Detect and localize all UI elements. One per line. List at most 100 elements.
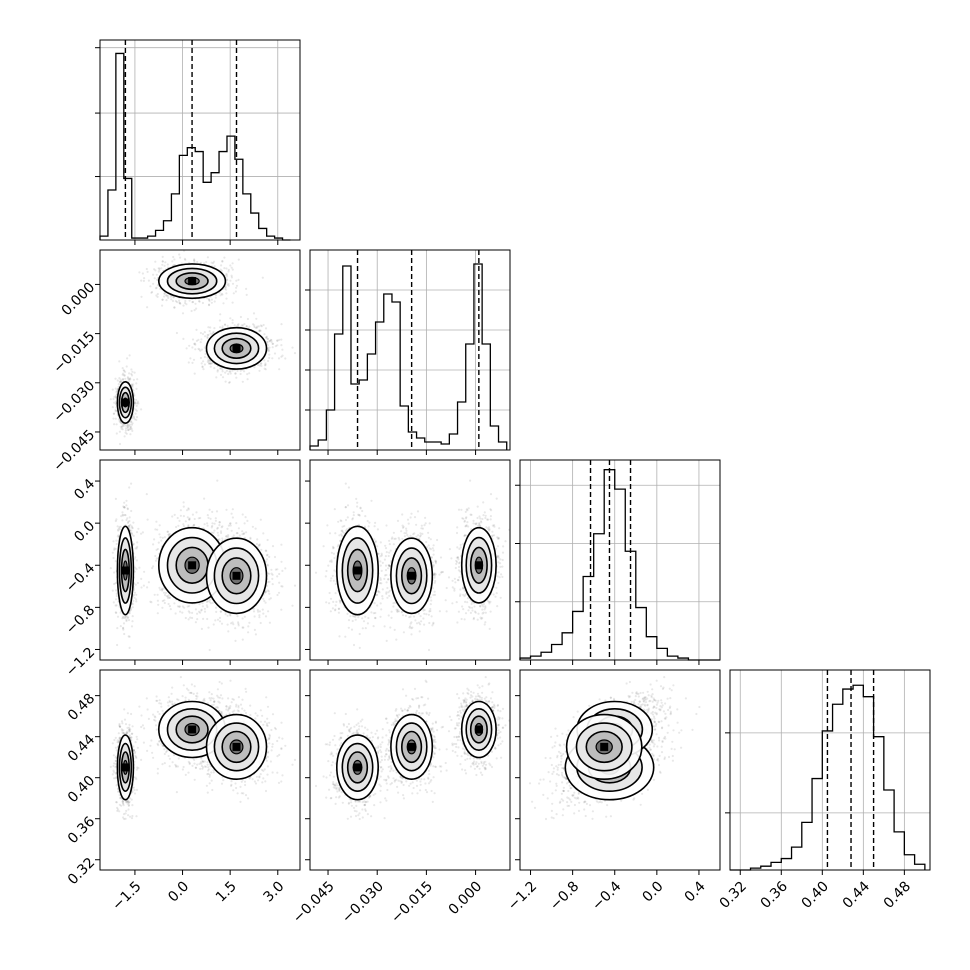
scatter-point xyxy=(119,611,122,614)
scatter-point xyxy=(116,615,120,618)
scatter-point xyxy=(265,335,268,338)
scatter-point xyxy=(260,548,263,552)
scatter-point xyxy=(140,408,143,411)
scatter-point xyxy=(270,568,273,571)
scatter-point xyxy=(251,525,254,528)
scatter-point xyxy=(221,537,224,540)
scatter-point xyxy=(261,276,264,279)
scatter-point xyxy=(130,427,133,431)
scatter-point xyxy=(154,554,157,558)
scatter-point xyxy=(120,380,123,383)
scatter-point xyxy=(169,608,172,611)
scatter-point xyxy=(203,610,207,613)
scatter-point xyxy=(163,292,166,295)
scatter-point xyxy=(277,357,281,360)
scatter-point xyxy=(227,534,230,537)
scatter-point xyxy=(246,378,249,381)
scatter-point xyxy=(130,529,133,532)
scatter-point xyxy=(256,325,259,328)
scatter-point xyxy=(156,547,159,551)
scatter-point xyxy=(273,352,277,355)
scatter-point xyxy=(114,611,117,614)
scatter-point xyxy=(281,569,284,573)
scatter-point xyxy=(115,539,118,542)
scatter-point xyxy=(112,540,115,543)
scatter-point xyxy=(454,566,457,570)
scatter-point xyxy=(111,551,114,554)
scatter-point xyxy=(246,373,249,376)
scatter-point xyxy=(161,589,164,592)
scatter-point xyxy=(126,424,129,427)
scatter-point xyxy=(213,529,216,532)
scatter-point xyxy=(109,567,112,570)
scatter-point xyxy=(129,377,132,380)
scatter-point xyxy=(135,418,138,421)
scatter-point xyxy=(179,302,182,305)
scatter-point xyxy=(281,354,284,357)
scatter-point xyxy=(135,568,138,571)
scatter-point xyxy=(223,256,226,259)
scatter-point xyxy=(201,602,204,605)
scatter-point xyxy=(113,582,116,586)
scatter-point xyxy=(207,516,210,520)
scatter-point xyxy=(257,325,260,328)
scatter-point xyxy=(224,613,227,616)
scatter-point xyxy=(241,530,244,533)
scatter-point xyxy=(243,522,246,525)
scatter-point xyxy=(153,593,156,596)
scatter-point xyxy=(121,378,124,381)
scatter-point xyxy=(181,611,184,614)
scatter-point xyxy=(118,380,121,383)
scatter-point xyxy=(266,538,269,542)
scatter-point xyxy=(128,646,131,650)
scatter-point xyxy=(126,423,129,426)
scatter-point xyxy=(488,627,491,631)
scatter-point xyxy=(196,612,199,615)
scatter-point xyxy=(221,370,224,373)
scatter-point xyxy=(209,362,212,365)
scatter-point xyxy=(202,617,205,621)
scatter-point xyxy=(269,597,272,600)
scatter-point xyxy=(111,406,114,409)
scatter-point xyxy=(111,589,114,592)
scatter-point xyxy=(200,362,203,365)
scatter-point xyxy=(226,279,229,282)
scatter-point xyxy=(187,507,190,510)
scatter-point xyxy=(253,628,256,632)
scatter-point xyxy=(325,569,328,573)
scatter-point xyxy=(195,339,198,342)
scatter-point xyxy=(224,380,227,383)
scatter-point xyxy=(126,425,130,429)
scatter-point xyxy=(215,376,218,379)
scatter-point xyxy=(140,279,143,282)
scatter-point xyxy=(266,337,269,340)
scatter-point xyxy=(198,300,201,303)
scatter-point xyxy=(121,425,124,428)
scatter-point xyxy=(201,332,205,336)
scatter-point xyxy=(252,312,256,315)
scatter-point xyxy=(241,626,244,629)
scatter-point xyxy=(219,373,223,376)
scatter-point xyxy=(187,524,190,527)
scatter-point xyxy=(277,591,281,594)
scatter-point xyxy=(203,363,206,366)
scatter-point xyxy=(161,260,164,263)
scatter-point xyxy=(245,325,248,328)
scatter-point xyxy=(130,625,134,628)
scatter-point xyxy=(125,499,128,502)
scatter-point xyxy=(133,591,137,594)
scatter-point xyxy=(260,325,263,328)
scatter-point xyxy=(263,333,266,336)
scatter-point xyxy=(161,260,164,263)
scatter-point xyxy=(206,337,209,340)
scatter-point xyxy=(152,565,155,568)
scatter-point xyxy=(136,402,139,405)
scatter-point xyxy=(125,504,128,507)
scatter-point xyxy=(113,412,116,415)
scatter-point xyxy=(207,298,211,301)
scatter-point xyxy=(123,374,126,377)
scatter-point xyxy=(155,286,158,289)
scatter-point xyxy=(267,610,270,613)
scatter-point xyxy=(116,379,119,382)
scatter-point xyxy=(195,328,198,331)
